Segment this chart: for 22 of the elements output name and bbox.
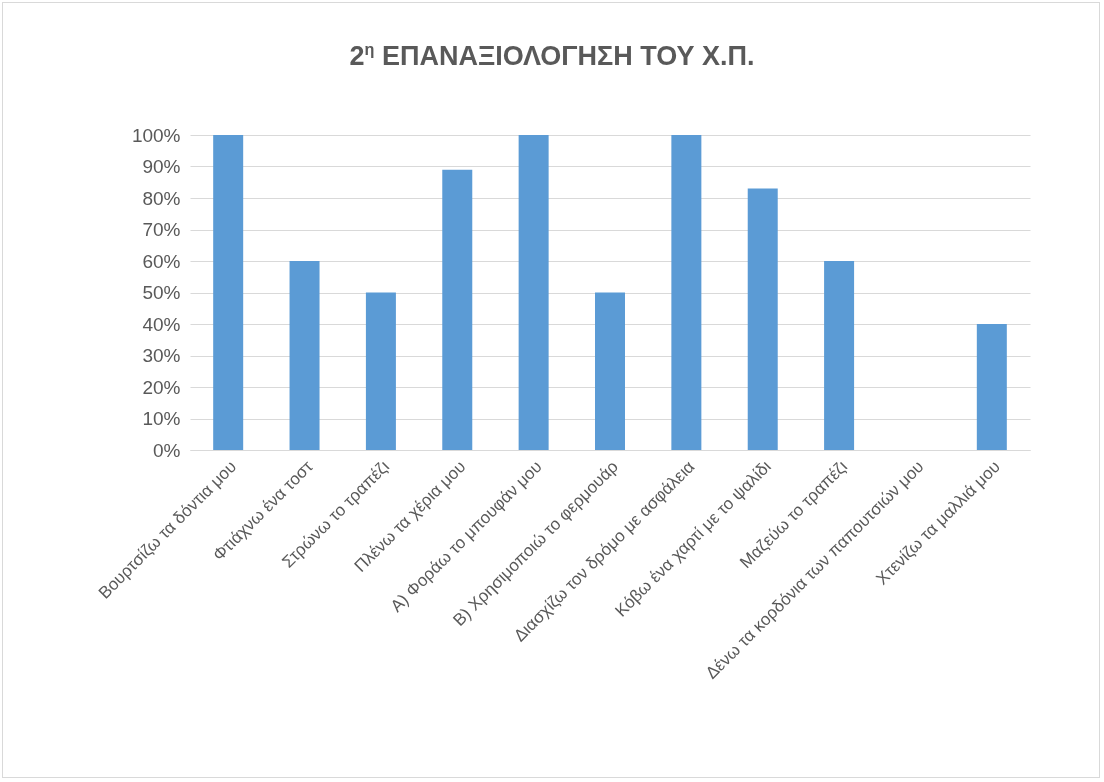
bar — [747, 188, 778, 450]
y-tick-label: 30% — [142, 345, 181, 366]
y-tick-label: 0% — [153, 439, 181, 461]
y-tick-label: 20% — [142, 376, 181, 398]
bar — [365, 292, 396, 450]
y-tick-label: 90% — [142, 156, 181, 177]
bar — [976, 324, 1007, 450]
y-tick-label: 70% — [142, 219, 181, 240]
y-tick-label: 100% — [131, 124, 181, 146]
y-tick-label: 10% — [142, 408, 181, 429]
bar — [671, 135, 702, 450]
bar — [595, 292, 625, 450]
y-tick-label: 40% — [142, 313, 181, 335]
bar — [213, 135, 244, 450]
bar — [442, 169, 473, 450]
chart-title: 2$^{η}$ ΕΠΑΝΑΞΙΟΛΟΓΗΣΗ ΤΟΥ Χ.Π. — [348, 40, 756, 72]
bar — [824, 261, 855, 450]
bar — [518, 135, 549, 450]
y-tick-label: 50% — [142, 282, 181, 303]
y-tick-label: 60% — [142, 250, 181, 272]
y-tick-label: 80% — [142, 187, 181, 209]
bar — [289, 261, 320, 450]
